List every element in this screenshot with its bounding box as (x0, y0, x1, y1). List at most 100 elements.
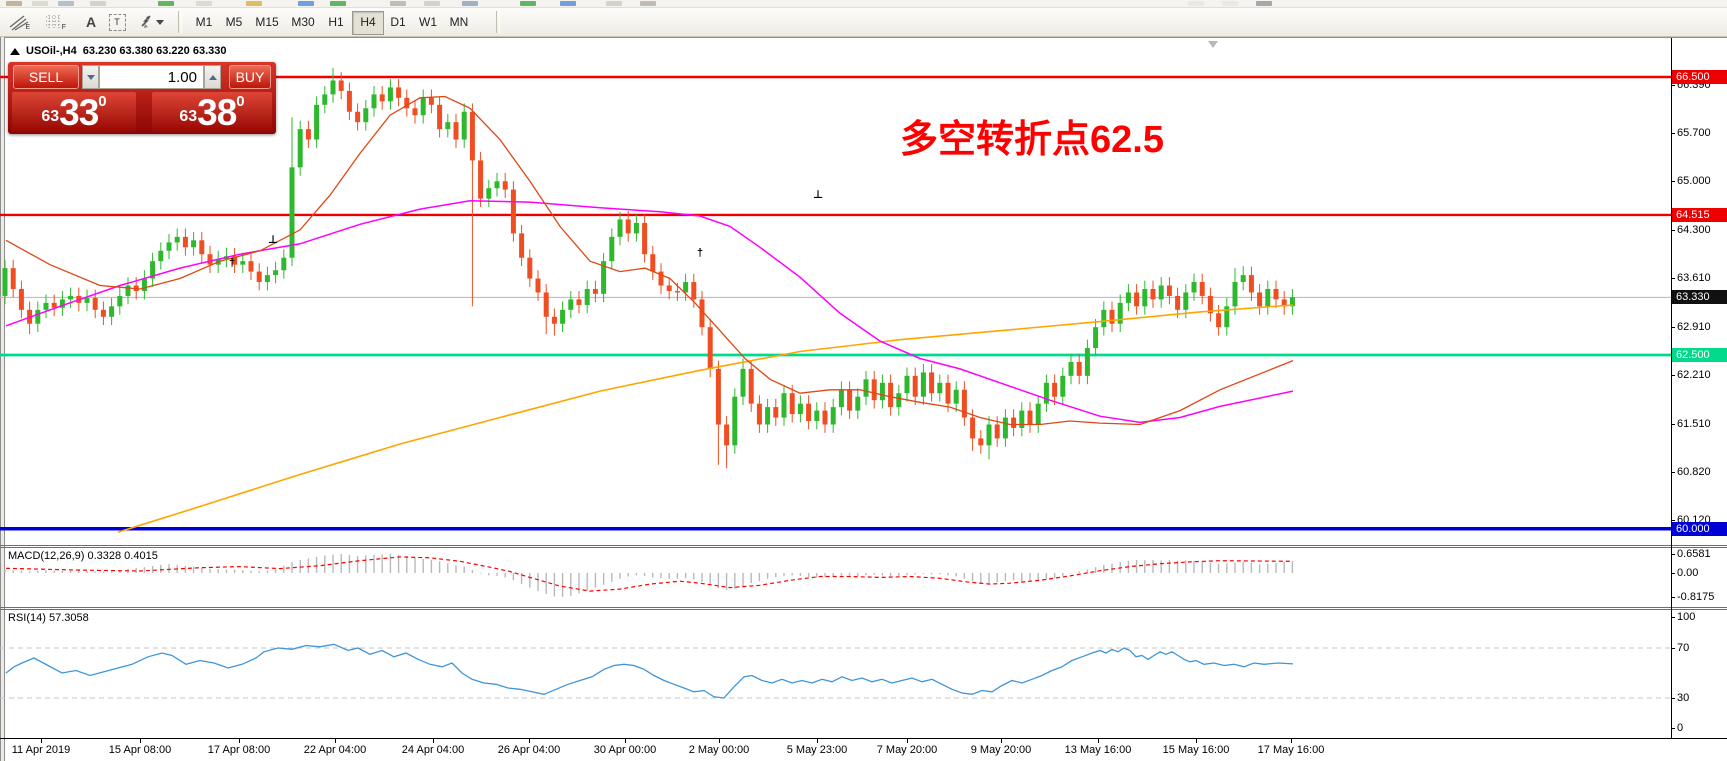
price-level-badge: 64.515 (1672, 208, 1727, 222)
collapse-icon[interactable] (10, 47, 20, 55)
price-axis-tick: 64.300 (1677, 224, 1711, 236)
rsi-axis-tick: 70 (1677, 642, 1690, 654)
toolbar-row1-icon[interactable] (1256, 1, 1272, 6)
price-axis-tick-mark (1671, 230, 1675, 231)
chart-text-annotation: 多空转折点62.5 (900, 119, 1164, 161)
time-axis-tick-mark (1291, 739, 1292, 743)
ma-fast-red (5, 95, 1294, 426)
toolbar-row1-icon[interactable] (90, 1, 106, 6)
time-axis-tick-mark (433, 739, 434, 743)
sell-price-button[interactable]: 63 33 0 (12, 92, 136, 132)
drawing-toolbar: E F A T M1 M5 M15 M30 H1 H4 D1 W1 MN (0, 8, 1727, 37)
timeframe-button-m15[interactable]: M15 (255, 15, 279, 29)
rsi-indicator-label: RSI(14) 57.3058 (8, 612, 89, 624)
rsi-axis-tick: 0 (1677, 722, 1684, 734)
toolbar-row1-icon[interactable] (330, 1, 346, 6)
timeframe-button-d1[interactable]: D1 (390, 15, 406, 29)
buy-price-button[interactable]: 63 38 0 (152, 92, 272, 132)
rsi-axis-tick-mark (1671, 728, 1675, 729)
svg-text:⊥: ⊥ (268, 234, 278, 246)
timeframe-button-h1[interactable]: H1 (328, 15, 344, 29)
time-axis-tick-mark (719, 739, 720, 743)
buy-button[interactable]: BUY (229, 65, 271, 89)
timeframe-button-w1[interactable]: W1 (419, 15, 437, 29)
macd-indicator-label: MACD(12,26,9) 0.3328 0.4015 (8, 550, 158, 562)
price-axis-tick-mark (1671, 85, 1675, 86)
toolbar-top-strip (0, 0, 1727, 8)
toolbar-row1-icon[interactable] (462, 1, 478, 6)
ma-slow-orange (117, 304, 1294, 533)
fibo-grid-icon[interactable]: F (42, 11, 68, 33)
price-axis-tick-mark (1671, 133, 1675, 134)
text-label-tool-icon[interactable]: T (104, 11, 130, 33)
rsi-axis-tick-mark (1671, 698, 1675, 699)
price-axis-tick-mark (1671, 375, 1675, 376)
macd-signal-line (5, 556, 1294, 592)
timeframe-button-mn[interactable]: MN (449, 15, 469, 29)
one-click-trading-panel: SELL BUY 63 33 0 63 38 0 (8, 62, 276, 134)
toolbar-row1-icon[interactable] (246, 1, 262, 6)
timeframe-button-m1[interactable]: M1 (195, 15, 213, 29)
time-axis-label: 17 Apr 08:00 (207, 744, 271, 756)
toolbar-row1-icon[interactable] (390, 1, 406, 6)
macd-axis-tick: 0.00 (1677, 567, 1699, 579)
toolbar-row1-icon[interactable] (196, 1, 212, 6)
arrows-dropdown-caret-icon[interactable] (154, 11, 166, 33)
toolbar-row1-icon[interactable] (520, 1, 536, 6)
rsi-line (5, 643, 1294, 699)
svg-text:⊥: ⊥ (813, 189, 823, 201)
toolbar-row1-icon[interactable] (32, 1, 48, 6)
buy-price-sup: 0 (236, 93, 245, 110)
ma-mid-magenta (5, 199, 1294, 424)
sell-price-sup: 0 (98, 93, 107, 110)
price-axis-tick-mark (1671, 181, 1675, 182)
symbol-period: USOil-,H4 (26, 45, 77, 57)
volume-input[interactable] (99, 65, 204, 89)
toolbar-row1-icon[interactable] (424, 1, 440, 6)
toolbar-row1-icon[interactable] (560, 1, 576, 6)
window-left-border (0, 37, 1, 761)
svg-text:†: † (229, 257, 235, 269)
time-axis-label: 15 Apr 08:00 (108, 744, 172, 756)
time-axis-tick-mark (529, 739, 530, 743)
timeframe-button-h4[interactable]: H4 (352, 11, 384, 35)
arrows-tool-icon[interactable] (134, 11, 160, 33)
time-axis-label: 24 Apr 04:00 (401, 744, 465, 756)
time-axis-tick-mark (335, 739, 336, 743)
chart-shift-marker-icon[interactable] (1208, 41, 1218, 48)
toolbar-row1-icon[interactable] (6, 1, 22, 6)
time-axis-tick-mark (907, 739, 908, 743)
timeframe-button-m5[interactable]: M5 (225, 15, 243, 29)
toolbar-row1-icon[interactable] (1222, 1, 1238, 6)
price-level-badge: 60.000 (1672, 522, 1727, 536)
sell-button[interactable]: SELL (13, 65, 79, 89)
time-axis-tick-mark (817, 739, 818, 743)
price-axis-tick-mark (1671, 520, 1675, 521)
buy-price-base: 63 (179, 108, 198, 125)
time-axis-tick-mark (625, 739, 626, 743)
down-caret-icon (86, 74, 95, 80)
chart-window[interactable] (0, 37, 1727, 761)
toolbar-row1-icon[interactable] (606, 1, 622, 6)
timeframe-button-m30[interactable]: M30 (291, 15, 315, 29)
toolbar-row1-icon[interactable] (1188, 1, 1204, 6)
time-axis-label: 13 May 16:00 (1064, 744, 1132, 756)
price-axis-tick-mark (1671, 472, 1675, 473)
time-axis-tick-mark (1098, 739, 1099, 743)
volume-decrease-button[interactable] (82, 65, 99, 89)
time-axis-tick-mark (1196, 739, 1197, 743)
toolbar-row1-icon[interactable] (158, 1, 174, 6)
volume-increase-button[interactable] (204, 65, 221, 89)
equidistant-channel-icon[interactable]: E (6, 11, 32, 33)
up-caret-icon (208, 74, 217, 80)
macd-axis-tick-mark (1671, 554, 1675, 555)
toolbar-row1-icon[interactable] (298, 1, 314, 6)
text-tool-icon[interactable]: A (85, 14, 97, 30)
macd-axis-tick: 0.6581 (1677, 548, 1711, 560)
macd-axis-tick: -0.8175 (1677, 591, 1715, 603)
toolbar-row1-icon[interactable] (58, 1, 74, 6)
price-axis-tick-mark (1671, 278, 1675, 279)
toolbar-row1-icon[interactable] (640, 1, 656, 6)
